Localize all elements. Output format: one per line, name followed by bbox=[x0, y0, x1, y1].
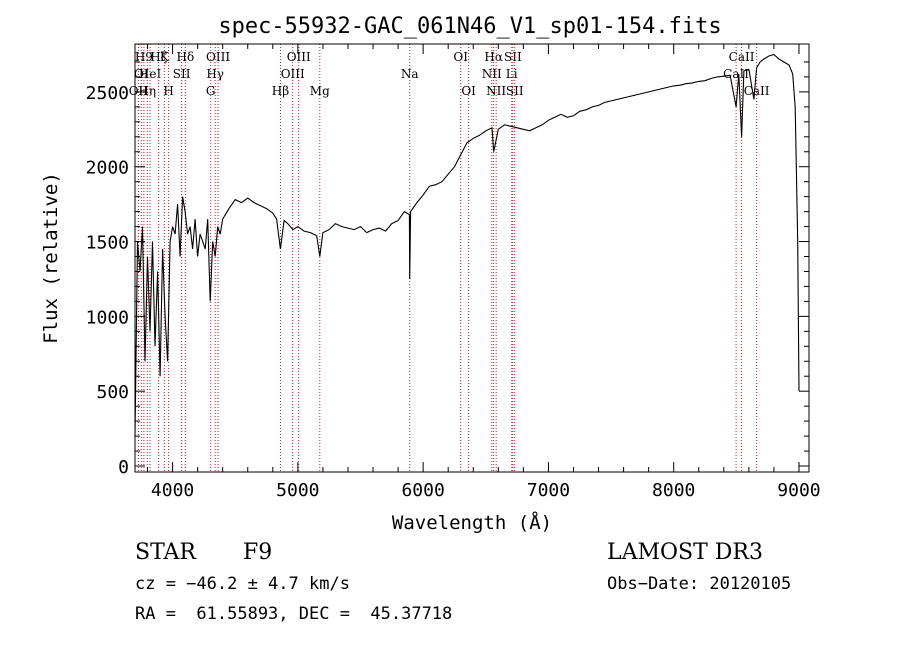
line-marker-label-15: OIII bbox=[287, 50, 311, 64]
line-marker-label-2: H9 bbox=[135, 50, 153, 64]
line-marker-label-26: CaII bbox=[723, 67, 749, 81]
y-axis-label: Flux (relative) bbox=[40, 172, 62, 344]
y-tick-label: 0 bbox=[118, 457, 129, 478]
line-marker-label-24: SII bbox=[504, 50, 522, 64]
x-tick-label: 4000 bbox=[151, 480, 194, 501]
line-marker-label-22: NII bbox=[486, 84, 506, 98]
tick-layer: 4000 5000 6000 7000 8000 9000 0 500 1000 1500 2000… bbox=[86, 44, 821, 501]
x-tick-label: 7000 bbox=[527, 480, 570, 501]
line-marker-label-23: Li bbox=[506, 67, 518, 81]
line-marker-label-21: Hα bbox=[484, 50, 503, 64]
line-markers: OIIOIH9HηHeIHζKHSIIHδGHγOIIIHβOIIIOIIIMg… bbox=[129, 44, 770, 472]
plot-frame bbox=[134, 43, 810, 473]
line-marker-label-11: Hγ bbox=[206, 67, 224, 81]
series-layer bbox=[134, 53, 800, 437]
y-tick-label: 1500 bbox=[86, 233, 129, 254]
redshift-text: cz = −46.2 ± 4.7 km/s bbox=[135, 574, 350, 594]
line-marker-label-1: OI bbox=[134, 67, 149, 81]
spectrum-chart: spec-55932-GAC_061N46_V1_sp01-154.fits O… bbox=[40, 14, 821, 534]
line-marker-label-4: HeI bbox=[139, 67, 162, 81]
obs-date: Obs−Date: 20120105 bbox=[607, 574, 792, 594]
y-tick-label: 2500 bbox=[86, 83, 129, 104]
line-marker-label-9: Hδ bbox=[177, 50, 195, 64]
x-axis-label: Wavelength (Å) bbox=[392, 511, 552, 534]
line-marker-label-12: OIII bbox=[206, 50, 230, 64]
line-marker-label-28: CaII bbox=[744, 84, 770, 98]
line-marker-label-19: OI bbox=[461, 84, 476, 98]
subclass: F9 bbox=[243, 540, 273, 565]
chart-title: spec-55932-GAC_061N46_V1_sp01-154.fits bbox=[218, 14, 721, 39]
y-tick-label: 500 bbox=[96, 382, 129, 403]
y-tick-label: 2000 bbox=[86, 158, 129, 179]
y-tick-label: 1000 bbox=[86, 307, 129, 328]
line-marker-label-10: G bbox=[206, 84, 216, 98]
x-tick-label: 5000 bbox=[276, 480, 319, 501]
line-marker-label-3: Hη bbox=[138, 84, 156, 98]
line-marker-label-17: Na bbox=[401, 67, 419, 81]
line-marker-label-5: Hζ bbox=[150, 50, 167, 64]
line-marker-label-8: SII bbox=[173, 67, 191, 81]
line-marker-label-7: H bbox=[163, 84, 173, 98]
line-marker-label-16: Mg bbox=[310, 84, 330, 98]
line-marker-label-20: NII bbox=[482, 67, 502, 81]
line-marker-label-27: CaII bbox=[729, 50, 755, 64]
x-tick-label: 6000 bbox=[401, 480, 444, 501]
line-marker-label-25: SII bbox=[506, 84, 524, 98]
line-marker-label-18: OI bbox=[453, 50, 468, 64]
object-class: STAR bbox=[135, 540, 196, 565]
line-marker-label-6: K bbox=[160, 50, 170, 64]
x-tick-label: 8000 bbox=[652, 480, 695, 501]
x-tick-label: 9000 bbox=[777, 480, 820, 501]
coordinates: RA = 61.55893, DEC = 45.37718 bbox=[135, 604, 453, 624]
line-marker-label-0: OII bbox=[129, 84, 149, 98]
line-marker-label-13: Hβ bbox=[272, 84, 289, 98]
line-marker-label-14: OIII bbox=[281, 67, 305, 81]
survey-name: LAMOST DR3 bbox=[607, 540, 763, 565]
spectrum-line-0 bbox=[134, 53, 800, 437]
